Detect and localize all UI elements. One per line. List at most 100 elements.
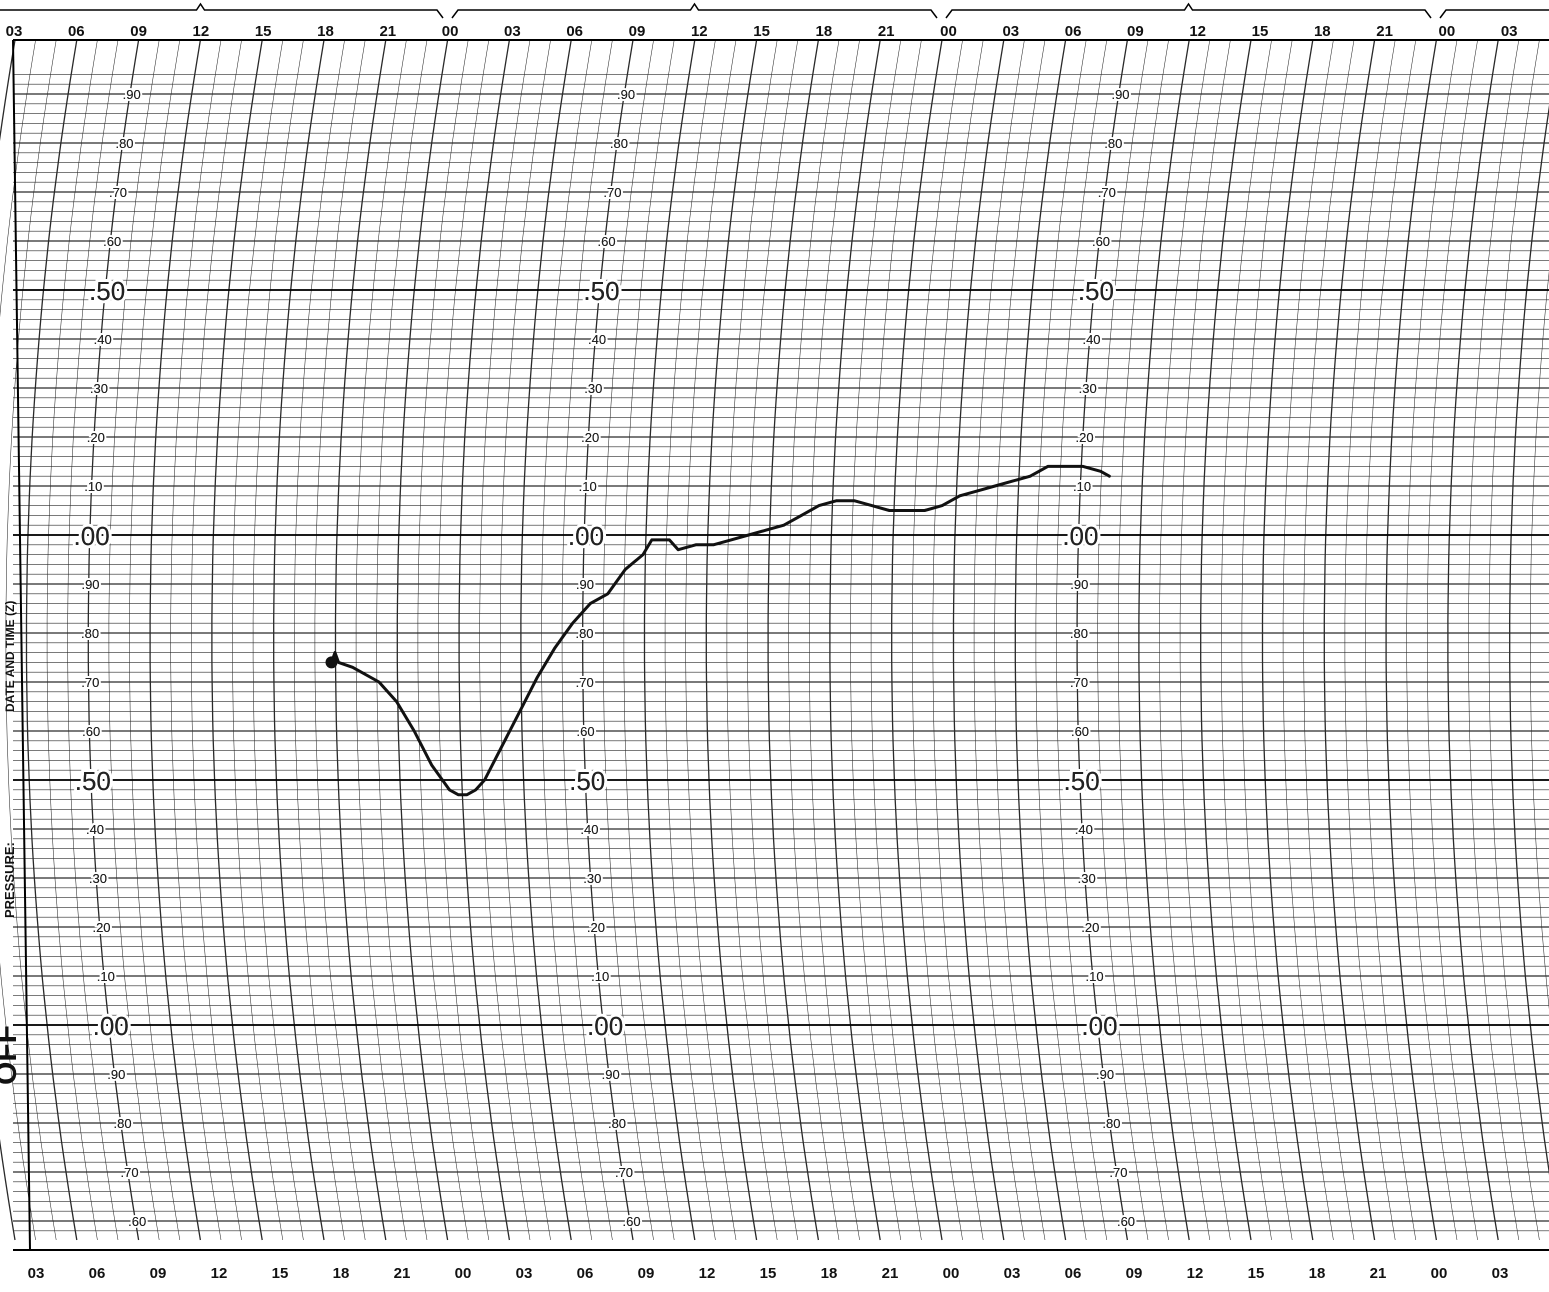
time-arc-minor <box>314 39 366 1241</box>
time-arc <box>1509 104 1549 1176</box>
time-arc <box>952 39 1005 1241</box>
time-arc-minor <box>1221 39 1272 1241</box>
time-arc-minor <box>1159 39 1211 1241</box>
time-arc-minor <box>500 39 551 1241</box>
pressure-scale-label: .60 <box>103 234 121 249</box>
pressure-scale-label: .40 <box>580 822 598 837</box>
pressure-scale-label: .20 <box>1081 920 1099 935</box>
time-tick-label-top: 06 <box>68 23 85 40</box>
time-tick-label-top: 03 <box>6 23 23 40</box>
pressure-scale-label: .10 <box>579 479 597 494</box>
time-tick-label-top: 15 <box>1252 23 1269 40</box>
time-tick-label-bottom: 00 <box>943 1265 960 1282</box>
pressure-scale-label: .10 <box>579 479 597 494</box>
pressure-scale-label: .80 <box>1102 1116 1120 1131</box>
time-tick-label-top: 15 <box>255 23 272 40</box>
time-tick-label-bottom: 21 <box>1370 1265 1387 1282</box>
pressure-scale-label: .00 <box>93 1011 129 1041</box>
pressure-scale-label: .00 <box>74 521 110 551</box>
time-tick-label-top: 06 <box>566 23 583 40</box>
pressure-scale-label: .70 <box>109 185 127 200</box>
pressure-scale-label: .30 <box>583 871 601 886</box>
pressure-scale-label: .80 <box>1104 136 1122 151</box>
pressure-scale-label: .60 <box>128 1214 146 1229</box>
time-tick-label-top: 18 <box>317 23 334 40</box>
time-arc-minor <box>1488 39 1540 1241</box>
pressure-scale-label: .20 <box>1076 430 1094 445</box>
pressure-scale-label: .00 <box>1081 1011 1117 1041</box>
pressure-scale-label: .90 <box>123 87 141 102</box>
time-tick-label-bottom: 03 <box>516 1265 533 1282</box>
time-arc-minor <box>1427 39 1478 1241</box>
time-tick-label-bottom: 12 <box>211 1265 228 1282</box>
time-tick-label-top: 18 <box>1314 23 1331 40</box>
pressure-scale-label: .50 <box>75 766 111 796</box>
pressure-scale-label: .60 <box>577 724 595 739</box>
time-arc-minor <box>973 39 1025 1241</box>
time-arc-grid <box>0 39 1549 1241</box>
pressure-scale-label: .40 <box>580 822 598 837</box>
time-arc-minor <box>809 39 860 1241</box>
time-arc <box>1385 39 1438 1241</box>
pressure-scale-label: .60 <box>623 1214 641 1229</box>
time-tick-label-top: 18 <box>816 23 833 40</box>
pressure-scale-label: .60 <box>1071 724 1089 739</box>
time-arc-minor <box>417 39 469 1241</box>
pressure-scale-label: .20 <box>87 430 105 445</box>
pressure-scale-label: .50 <box>569 766 605 796</box>
pressure-scale-label: .20 <box>587 920 605 935</box>
pressure-scale-label: .90 <box>1111 87 1129 102</box>
time-arc <box>273 39 325 1241</box>
time-arc-minor <box>170 39 222 1241</box>
time-tick-label-bottom: 06 <box>577 1265 594 1282</box>
time-tick-label-bottom: 06 <box>89 1265 106 1282</box>
pressure-scale-label: .90 <box>81 577 99 592</box>
time-tick-label-top: 15 <box>753 23 770 40</box>
pressure-scale-label: .80 <box>1102 1116 1120 1131</box>
time-tick-label-bottom: 21 <box>882 1265 899 1282</box>
pressure-scale-label: .00 <box>587 1011 623 1041</box>
time-arc-minor <box>1118 39 1169 1241</box>
time-arc-minor <box>1468 39 1520 1241</box>
time-arc-minor <box>1365 39 1417 1241</box>
time-tick-label-bottom: 18 <box>821 1265 838 1282</box>
time-tick-label-top: 21 <box>878 23 895 40</box>
pressure-scale-label: .40 <box>588 332 606 347</box>
time-arc-minor <box>1241 39 1293 1241</box>
pressure-scale-label: .70 <box>615 1165 633 1180</box>
time-arc-minor <box>994 39 1046 1241</box>
pressure-scale-label: .90 <box>81 577 99 592</box>
time-arc-minor <box>541 39 593 1241</box>
pressure-scale-label: .90 <box>1070 577 1088 592</box>
pressure-scale-label: .00 <box>1081 1011 1117 1041</box>
time-arc-minor <box>1179 39 1231 1241</box>
pressure-scale-label: .80 <box>575 626 593 641</box>
time-arc-minor <box>5 39 57 1241</box>
pressure-scale-label: .00 <box>568 521 604 551</box>
pressure-scale-label: .70 <box>1109 1165 1127 1180</box>
pressure-scale-label: .00 <box>1062 521 1098 551</box>
pressure-scale-label: .10 <box>84 479 102 494</box>
pressure-scale-label: .70 <box>603 185 621 200</box>
pressure-scale-label: .70 <box>81 675 99 690</box>
pressure-scale-label: .40 <box>86 822 104 837</box>
time-arc-minor <box>932 39 984 1241</box>
pressure-scale-label: .30 <box>1079 381 1097 396</box>
time-tick-label-bottom: 06 <box>1065 1265 1082 1282</box>
pressure-scale-label: .90 <box>1096 1067 1114 1082</box>
time-arc-minor <box>191 39 242 1241</box>
pressure-scale-label: .20 <box>1076 430 1094 445</box>
pressure-scale-label: .70 <box>109 185 127 200</box>
pressure-scale-label: .80 <box>115 136 133 151</box>
pressure-scale-label: .50 <box>583 276 619 306</box>
time-arc-minor <box>1035 39 1087 1241</box>
pressure-scale-label: .70 <box>121 1165 139 1180</box>
time-tick-label-bottom: 15 <box>760 1265 777 1282</box>
bottom-time-axis: 03 06 09 12 15 18 21 00 03 06 09 12 15 18 21 00 03 06 09 12… <box>28 1265 1509 1282</box>
time-tick-label-top: 12 <box>691 23 708 40</box>
pressure-scale-label: .90 <box>602 1067 620 1082</box>
pressure-scale-label: .80 <box>115 136 133 151</box>
pressure-scale-label: .50 <box>1078 276 1114 306</box>
pressure-scale-label: .70 <box>121 1165 139 1180</box>
